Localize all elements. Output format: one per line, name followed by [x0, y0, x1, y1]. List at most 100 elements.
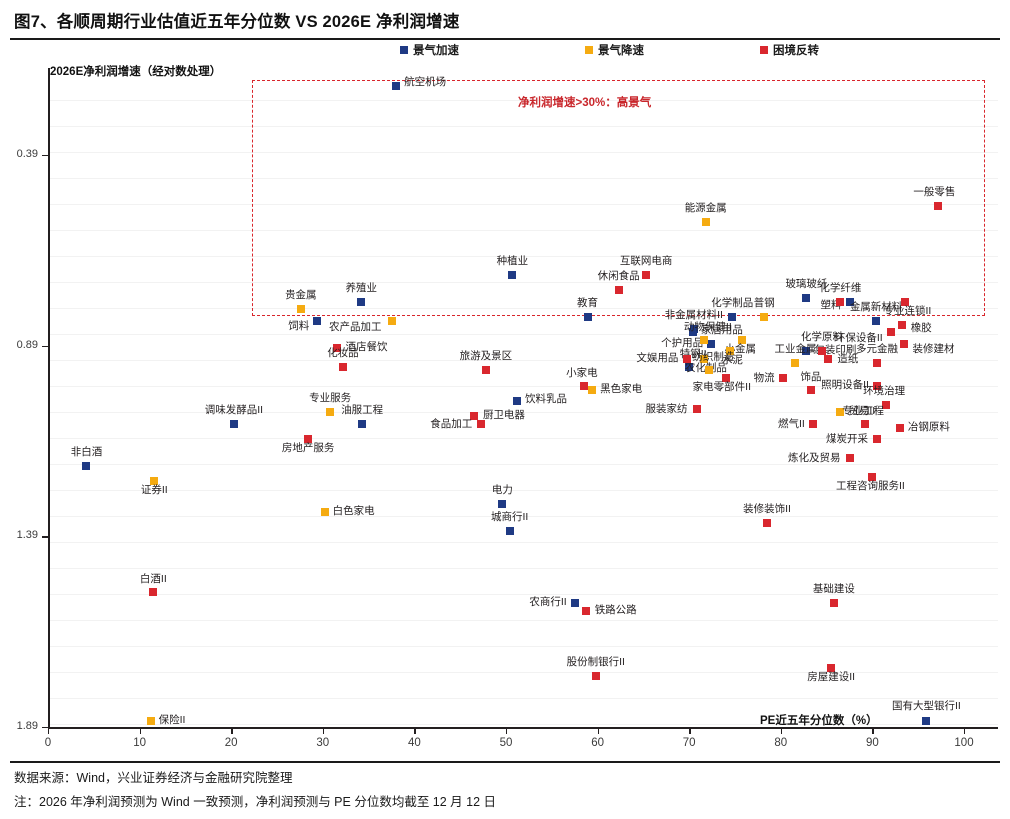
gridline [48, 620, 998, 621]
scatter-point[interactable] [721, 374, 730, 383]
scatter-point[interactable] [512, 396, 521, 405]
scatter-point[interactable] [583, 313, 592, 322]
scatter-point[interactable] [508, 271, 517, 280]
scatter-point[interactable] [699, 355, 708, 363]
scatter-point-label: 农产品加工 [329, 320, 382, 333]
scatter-point[interactable] [707, 339, 716, 348]
y-tick-mark [42, 345, 49, 348]
scatter-point-label: 食品加工 [430, 417, 473, 430]
scatter-point[interactable] [150, 477, 159, 486]
scatter-point[interactable] [570, 599, 579, 608]
scatter-point[interactable] [829, 599, 838, 608]
scatter-point[interactable] [692, 404, 701, 413]
scatter-point[interactable] [900, 339, 909, 348]
scatter-point[interactable] [872, 316, 881, 325]
scatter-point[interactable] [82, 461, 91, 470]
scatter-point[interactable] [313, 316, 322, 325]
x-tick-label: 80 [774, 737, 788, 749]
scatter-point[interactable] [845, 454, 854, 463]
scatter-point[interactable] [824, 355, 833, 363]
scatter-point-label: 塑料 [820, 298, 842, 311]
scatter-point[interactable] [685, 362, 694, 371]
scatter-point[interactable] [477, 419, 486, 428]
scatter-point[interactable] [332, 343, 341, 352]
scatter-point[interactable] [146, 717, 155, 726]
scatter-point[interactable] [836, 297, 845, 306]
scatter-point[interactable] [882, 400, 891, 409]
scatter-point[interactable] [296, 305, 305, 314]
scatter-point[interactable] [699, 335, 708, 344]
legend-item-reversal[interactable]: 困境反转 [760, 42, 819, 58]
scatter-point[interactable] [861, 419, 870, 428]
scatter-point[interactable] [827, 663, 836, 672]
scatter-point[interactable] [895, 423, 904, 432]
scatter-point[interactable] [683, 355, 692, 363]
legend-item-accelerate[interactable]: 景气加速 [400, 42, 459, 58]
scatter-point[interactable] [591, 671, 600, 680]
scatter-point[interactable] [304, 435, 313, 444]
scatter-point[interactable] [886, 328, 895, 337]
scatter-point[interactable] [387, 316, 396, 325]
scatter-point-label: 非白酒 [70, 445, 103, 458]
x-tick-label: 50 [499, 737, 513, 749]
scatter-point[interactable] [934, 202, 943, 211]
scatter-point-label: 化学制品 [711, 297, 754, 310]
y-tick-label: 0.39 [16, 148, 38, 160]
footnote-source: 数据来源：Wind，兴业证券经济与金融研究院整理 [14, 771, 293, 785]
scatter-point[interactable] [872, 435, 881, 444]
scatter-point[interactable] [229, 419, 238, 428]
scatter-point[interactable] [818, 347, 827, 356]
scatter-point[interactable] [688, 328, 697, 337]
scatter-point[interactable] [802, 294, 811, 302]
scatter-point[interactable] [808, 419, 817, 428]
gridline [48, 334, 998, 335]
scatter-point-label: 饲料 [288, 319, 310, 332]
scatter-point[interactable] [901, 297, 910, 306]
scatter-point[interactable] [701, 217, 710, 226]
scatter-point[interactable] [872, 381, 881, 390]
scatter-point-label: 电力 [491, 483, 513, 496]
scatter-point[interactable] [326, 408, 335, 417]
scatter-point[interactable] [726, 347, 735, 356]
scatter-point[interactable] [778, 374, 787, 383]
scatter-point[interactable] [760, 313, 769, 322]
scatter-point-label: 保险II [158, 714, 186, 727]
scatter-point[interactable] [581, 606, 590, 615]
gridline [48, 308, 998, 309]
scatter-point[interactable] [579, 381, 588, 390]
scatter-point[interactable] [922, 717, 931, 726]
scatter-point[interactable] [728, 313, 737, 322]
scatter-point-label: 航空机场 [404, 76, 447, 89]
scatter-point[interactable] [791, 358, 800, 367]
scatter-point-label: 农商行II [529, 596, 567, 609]
scatter-point[interactable] [763, 518, 772, 527]
x-axis-title: PE近五年分位数（%） [760, 715, 878, 727]
scatter-point[interactable] [705, 366, 714, 375]
scatter-point[interactable] [498, 499, 507, 508]
scatter-point[interactable] [614, 286, 623, 295]
scatter-point[interactable] [338, 362, 347, 371]
scatter-point[interactable] [642, 271, 651, 280]
scatter-point[interactable] [802, 347, 811, 356]
scatter-point[interactable] [149, 587, 158, 596]
scatter-point[interactable] [505, 526, 514, 535]
scatter-point[interactable] [845, 297, 854, 306]
scatter-point[interactable] [872, 358, 881, 367]
scatter-point[interactable] [357, 297, 366, 306]
scatter-point-label: 房屋建设II [807, 670, 856, 683]
scatter-point[interactable] [897, 320, 906, 329]
scatter-point[interactable] [738, 335, 747, 344]
gridline [48, 542, 998, 543]
scatter-point[interactable] [392, 82, 401, 91]
scatter-point[interactable] [469, 412, 478, 421]
scatter-point[interactable] [358, 419, 367, 428]
scatter-point[interactable] [481, 366, 490, 375]
scatter-point[interactable] [836, 408, 845, 417]
y-tick-label: 0.89 [16, 338, 38, 351]
scatter-point[interactable] [807, 385, 816, 394]
scatter-point[interactable] [588, 385, 597, 394]
gridline [48, 698, 998, 699]
legend-item-decelerate[interactable]: 景气降速 [585, 42, 644, 58]
scatter-point[interactable] [320, 507, 329, 516]
scatter-point[interactable] [868, 473, 877, 482]
